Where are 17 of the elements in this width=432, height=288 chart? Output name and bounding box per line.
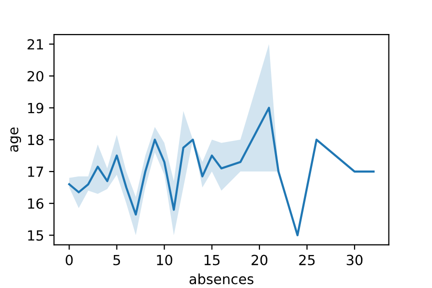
y-tick-label: 21 [28, 39, 43, 50]
x-tick-label: 0 [66, 254, 73, 266]
y-tick-label: 16 [28, 198, 44, 209]
y-tick-label: 20 [28, 70, 44, 82]
line-series [68, 106, 375, 236]
x-tick-label: 5 [113, 254, 120, 266]
x-tick-label: 15 [204, 254, 220, 266]
y-tick-label: 18 [28, 134, 44, 146]
x-tick-label: 30 [346, 254, 362, 266]
y-tick-label: 15 [28, 230, 44, 241]
x-tick-label: 20 [252, 254, 268, 266]
y-tick-label: 17 [28, 166, 44, 177]
x-axis-title: absences [190, 274, 254, 284]
y-tick-label: 19 [28, 102, 44, 114]
x-tick-label: 10 [157, 254, 172, 266]
x-tick-label: 25 [299, 254, 315, 266]
y-axis-title: age [10, 127, 22, 152]
